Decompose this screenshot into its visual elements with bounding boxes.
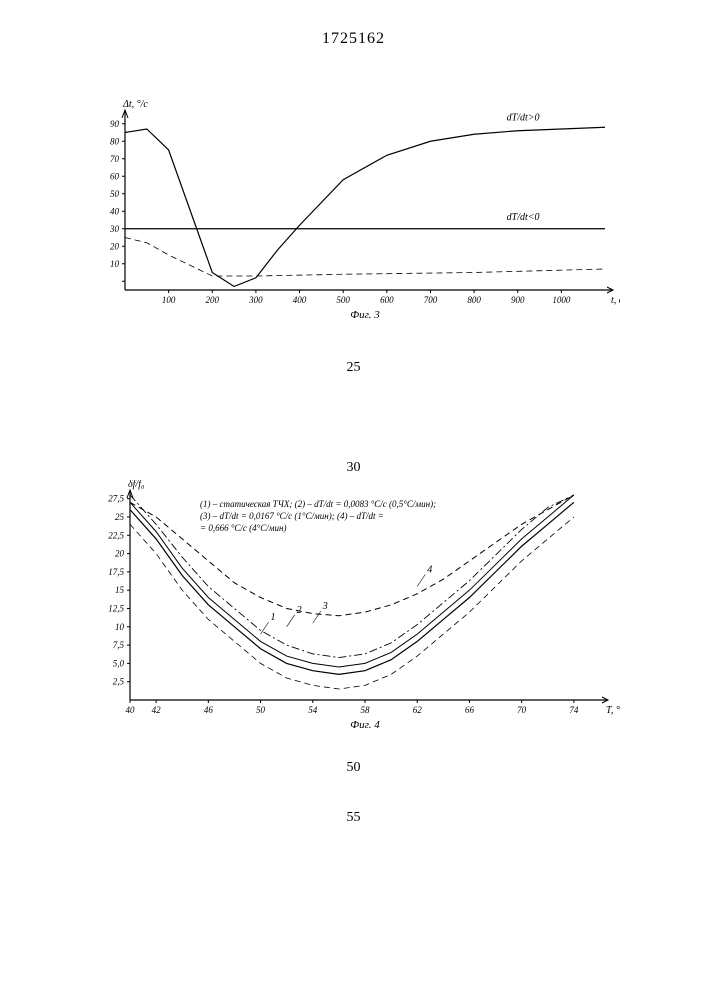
figure-3: 10 20 30 40 50 60 70 80 90 100 200 300 400 500 600 700 8… <box>80 100 620 330</box>
svg-text:15: 15 <box>115 585 125 595</box>
svg-text:62: 62 <box>413 705 423 715</box>
svg-text:30: 30 <box>109 224 120 234</box>
svg-text:500: 500 <box>336 295 350 305</box>
svg-text:400: 400 <box>293 295 307 305</box>
figure-3-svg: 10 20 30 40 50 60 70 80 90 100 200 300 400 500 600 700 8… <box>80 100 620 330</box>
svg-text:70: 70 <box>517 705 527 715</box>
svg-text:900: 900 <box>511 295 525 305</box>
page-mark-55: 55 <box>0 810 707 826</box>
svg-text:40: 40 <box>126 705 136 715</box>
svg-text:3: 3 <box>322 601 328 612</box>
svg-text:Δt, °/с: Δt, °/с <box>122 100 148 110</box>
svg-text:50: 50 <box>110 189 120 199</box>
svg-text:T, °C: T, °C <box>606 705 620 716</box>
page-mark-50: 50 <box>0 760 707 776</box>
page: 1725162 10 20 30 40 50 60 70 80 90 100 200 300 400 50… <box>0 0 707 1000</box>
page-mark-25: 25 <box>0 360 707 376</box>
svg-text:δf/f₀: δf/f₀ <box>128 480 145 490</box>
svg-text:Фиг. 4: Фиг. 4 <box>350 719 380 731</box>
svg-text:2,5: 2,5 <box>113 677 125 687</box>
svg-text:70: 70 <box>110 154 120 164</box>
svg-text:1: 1 <box>271 612 276 623</box>
svg-text:17,5: 17,5 <box>108 567 124 577</box>
svg-text:27,5: 27,5 <box>108 494 124 504</box>
svg-text:200: 200 <box>206 295 220 305</box>
document-number: 1725162 <box>0 30 707 48</box>
svg-text:20: 20 <box>115 549 125 559</box>
svg-text:7,5: 7,5 <box>113 640 125 650</box>
svg-text:t, c: t, c <box>611 295 620 306</box>
svg-text:46: 46 <box>204 705 214 715</box>
svg-text:50: 50 <box>256 705 266 715</box>
svg-text:40: 40 <box>110 206 120 216</box>
svg-text:66: 66 <box>465 705 475 715</box>
svg-text:1000: 1000 <box>552 295 571 305</box>
figure-4: 2,55,07,51012,51517,52022,52527,54042465… <box>80 480 620 740</box>
svg-text:4: 4 <box>427 565 432 576</box>
svg-text:12,5: 12,5 <box>108 603 124 613</box>
svg-text:60: 60 <box>110 171 120 181</box>
svg-text:5,0: 5,0 <box>113 658 125 668</box>
svg-text:dT/dt<0: dT/dt<0 <box>507 212 540 223</box>
svg-text:600: 600 <box>380 295 394 305</box>
svg-text:10: 10 <box>110 259 120 269</box>
svg-text:dT/dt>0: dT/dt>0 <box>507 112 540 123</box>
svg-text:25: 25 <box>115 512 125 522</box>
svg-text:22,5: 22,5 <box>108 530 124 540</box>
svg-text:= 0,666 °C/c (4°C/мин): = 0,666 °C/c (4°C/мин) <box>200 523 286 533</box>
svg-text:300: 300 <box>248 295 263 305</box>
svg-text:(3) – dT/dt = 0,0167 °C/c (1°C: (3) – dT/dt = 0,0167 °C/c (1°C/мин); (4)… <box>200 511 384 521</box>
svg-text:20: 20 <box>110 241 120 251</box>
svg-text:10: 10 <box>115 622 125 632</box>
svg-text:80: 80 <box>110 136 120 146</box>
svg-text:74: 74 <box>569 705 579 715</box>
svg-text:800: 800 <box>467 295 481 305</box>
svg-text:42: 42 <box>152 705 162 715</box>
figure-4-svg: 2,55,07,51012,51517,52022,52527,54042465… <box>80 480 620 740</box>
svg-text:90: 90 <box>110 119 120 129</box>
svg-text:54: 54 <box>308 705 318 715</box>
svg-text:2: 2 <box>297 605 302 616</box>
svg-text:(1) – статическая ТЧХ; (2) – d: (1) – статическая ТЧХ; (2) – dT/dt = 0,0… <box>200 499 436 509</box>
svg-text:100: 100 <box>162 295 176 305</box>
svg-text:700: 700 <box>424 295 438 305</box>
page-mark-30: 30 <box>0 460 707 476</box>
svg-text:58: 58 <box>361 705 371 715</box>
svg-text:Фиг. 3: Фиг. 3 <box>350 309 380 321</box>
